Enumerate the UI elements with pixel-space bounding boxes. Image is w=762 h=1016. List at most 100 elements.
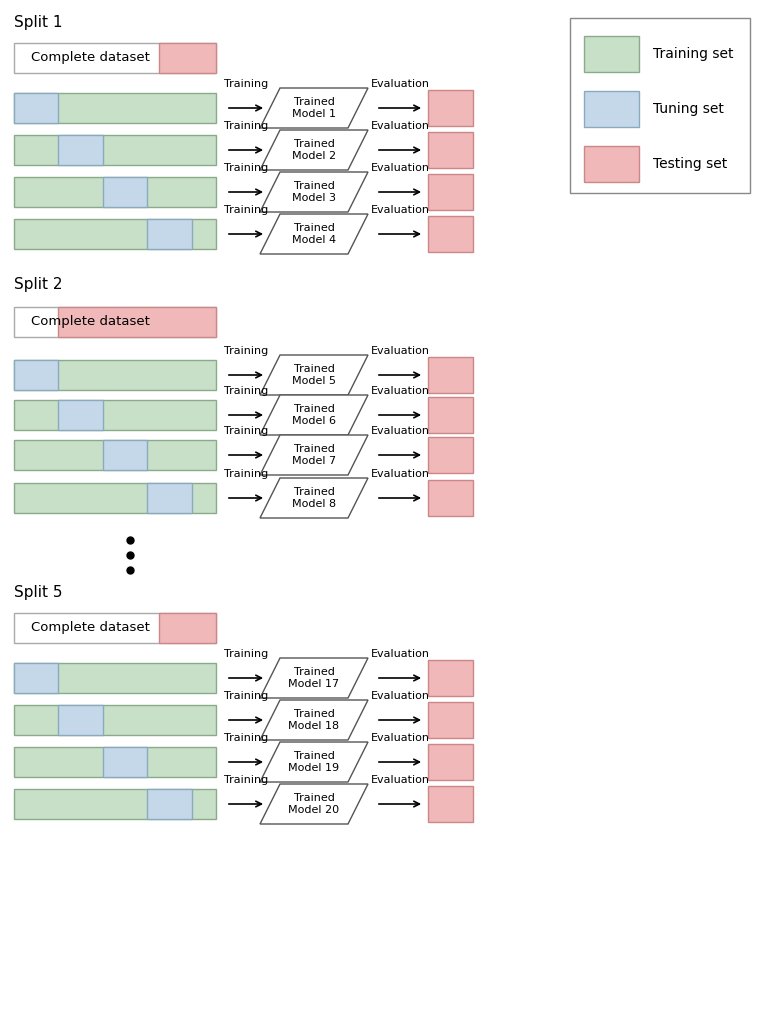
Polygon shape: [260, 395, 368, 435]
Polygon shape: [260, 742, 368, 782]
Text: Evaluation: Evaluation: [370, 163, 430, 173]
Bar: [59, 135, 103, 165]
Bar: [584, 146, 639, 182]
Bar: [159, 613, 216, 643]
Polygon shape: [260, 435, 368, 475]
Bar: [59, 307, 216, 337]
Text: Complete dataset: Complete dataset: [31, 52, 150, 64]
Text: Training: Training: [224, 79, 268, 89]
Bar: [428, 397, 473, 433]
Polygon shape: [260, 478, 368, 518]
Bar: [570, 18, 750, 193]
Text: Evaluation: Evaluation: [370, 386, 430, 396]
Bar: [14, 219, 216, 249]
Text: Training: Training: [224, 775, 268, 785]
Text: Training: Training: [224, 121, 268, 131]
Polygon shape: [260, 700, 368, 740]
Bar: [584, 91, 639, 127]
Bar: [103, 440, 147, 470]
Bar: [14, 360, 59, 390]
Text: Split 2: Split 2: [14, 277, 62, 293]
Bar: [428, 132, 473, 168]
Text: Training set: Training set: [653, 47, 734, 61]
Text: Trained
Model 6: Trained Model 6: [292, 404, 336, 426]
Text: Evaluation: Evaluation: [370, 469, 430, 479]
Text: Evaluation: Evaluation: [370, 733, 430, 743]
Bar: [428, 744, 473, 780]
Bar: [428, 90, 473, 126]
Text: Testing set: Testing set: [653, 157, 727, 171]
Text: Evaluation: Evaluation: [370, 649, 430, 659]
Text: Training: Training: [224, 426, 268, 436]
Text: Split 1: Split 1: [14, 14, 62, 29]
Bar: [14, 307, 216, 337]
Text: Training: Training: [224, 163, 268, 173]
Text: Trained
Model 17: Trained Model 17: [289, 668, 340, 689]
Text: Trained
Model 18: Trained Model 18: [289, 709, 340, 731]
Text: Evaluation: Evaluation: [370, 79, 430, 89]
Bar: [14, 135, 216, 165]
Bar: [14, 93, 59, 123]
Text: Trained
Model 2: Trained Model 2: [292, 139, 336, 161]
Text: Evaluation: Evaluation: [370, 346, 430, 356]
Bar: [103, 747, 147, 777]
Bar: [428, 480, 473, 516]
Bar: [14, 613, 216, 643]
Bar: [103, 177, 147, 207]
Bar: [428, 437, 473, 473]
Polygon shape: [260, 130, 368, 170]
Bar: [147, 789, 192, 819]
Bar: [428, 786, 473, 822]
Text: Split 5: Split 5: [14, 584, 62, 599]
Text: Training: Training: [224, 386, 268, 396]
Bar: [159, 43, 216, 73]
Polygon shape: [260, 214, 368, 254]
Bar: [584, 36, 639, 72]
Text: Complete dataset: Complete dataset: [31, 622, 150, 635]
Bar: [14, 789, 216, 819]
Bar: [14, 705, 216, 735]
Text: Tuning set: Tuning set: [653, 102, 724, 116]
Bar: [59, 400, 103, 430]
Text: Trained
Model 4: Trained Model 4: [292, 224, 336, 245]
Text: Trained
Model 20: Trained Model 20: [289, 793, 340, 815]
Bar: [14, 663, 216, 693]
Bar: [428, 216, 473, 252]
Text: Training: Training: [224, 346, 268, 356]
Bar: [14, 747, 216, 777]
Bar: [14, 400, 216, 430]
Bar: [147, 219, 192, 249]
Text: Evaluation: Evaluation: [370, 775, 430, 785]
Bar: [14, 43, 216, 73]
Text: Trained
Model 1: Trained Model 1: [292, 98, 336, 119]
Bar: [428, 174, 473, 210]
Polygon shape: [260, 88, 368, 128]
Bar: [428, 702, 473, 738]
Bar: [147, 483, 192, 513]
Bar: [14, 93, 216, 123]
Bar: [14, 483, 216, 513]
Bar: [59, 705, 103, 735]
Text: Trained
Model 8: Trained Model 8: [292, 488, 336, 509]
Text: Evaluation: Evaluation: [370, 121, 430, 131]
Text: Training: Training: [224, 649, 268, 659]
Bar: [14, 663, 59, 693]
Text: Trained
Model 7: Trained Model 7: [292, 444, 336, 465]
Polygon shape: [260, 355, 368, 395]
Bar: [428, 357, 473, 393]
Polygon shape: [260, 658, 368, 698]
Polygon shape: [260, 784, 368, 824]
Text: Training: Training: [224, 205, 268, 215]
Text: Evaluation: Evaluation: [370, 691, 430, 701]
Text: Evaluation: Evaluation: [370, 426, 430, 436]
Text: Evaluation: Evaluation: [370, 205, 430, 215]
Text: Training: Training: [224, 733, 268, 743]
Text: Training: Training: [224, 691, 268, 701]
Polygon shape: [260, 172, 368, 212]
Bar: [14, 177, 216, 207]
Text: Trained
Model 3: Trained Model 3: [292, 181, 336, 203]
Bar: [14, 440, 216, 470]
Text: Trained
Model 19: Trained Model 19: [289, 751, 340, 773]
Text: Trained
Model 5: Trained Model 5: [292, 364, 336, 386]
Text: Complete dataset: Complete dataset: [31, 316, 150, 328]
